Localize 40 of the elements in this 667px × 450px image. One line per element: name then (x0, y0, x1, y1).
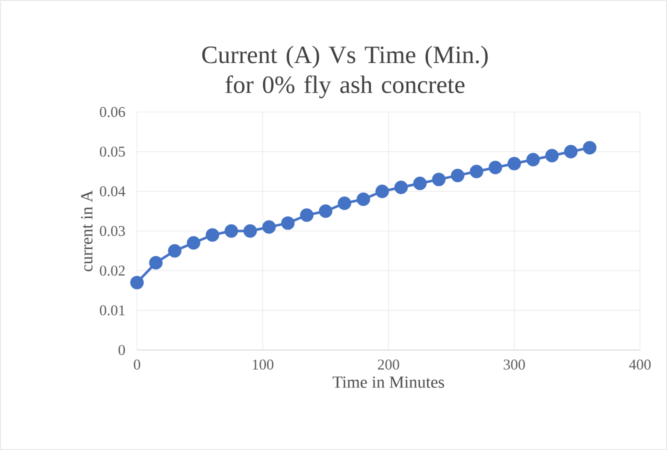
y-tick-label: 0.06 (100, 106, 126, 118)
point (450, 168, 464, 182)
point (413, 176, 427, 190)
y-tick-label: 0.04 (100, 186, 126, 196)
point (338, 196, 352, 210)
point (582, 140, 596, 154)
point (508, 156, 521, 170)
chart-title: Current (A) Vs Time (Min.) for 0% fly ash concrete (202, 46, 488, 98)
point (206, 228, 220, 242)
x-tick-label: 400 (629, 360, 651, 370)
y-tick-label: 0.01 (100, 305, 125, 316)
point (394, 180, 408, 194)
x-tick-label: 300 (504, 360, 525, 370)
x-tick-label: 200 (378, 360, 400, 370)
point (262, 220, 276, 234)
y-tick-label: 0.05 (100, 146, 125, 157)
y-axis-title: current in A (81, 190, 92, 272)
point (356, 192, 370, 206)
point (318, 204, 332, 218)
point (564, 144, 578, 158)
point (488, 160, 502, 174)
y-tick-label: 0.02 (100, 266, 125, 276)
point (375, 184, 389, 198)
x-tick-label: 100 (252, 360, 274, 370)
point (300, 208, 314, 222)
point (526, 152, 540, 166)
x-axis-title: Time in Minutes (332, 376, 444, 388)
y-tick-label: 0 (118, 344, 125, 356)
point (281, 216, 295, 230)
point (545, 148, 559, 162)
point (149, 256, 163, 270)
point (168, 244, 182, 258)
point (130, 276, 144, 290)
point (432, 172, 446, 186)
x-tick-label: 0 (134, 360, 140, 370)
point (470, 164, 484, 178)
point (186, 236, 200, 250)
point (243, 224, 257, 238)
point (224, 224, 238, 238)
y-tick-label: 0.03 (100, 226, 125, 236)
